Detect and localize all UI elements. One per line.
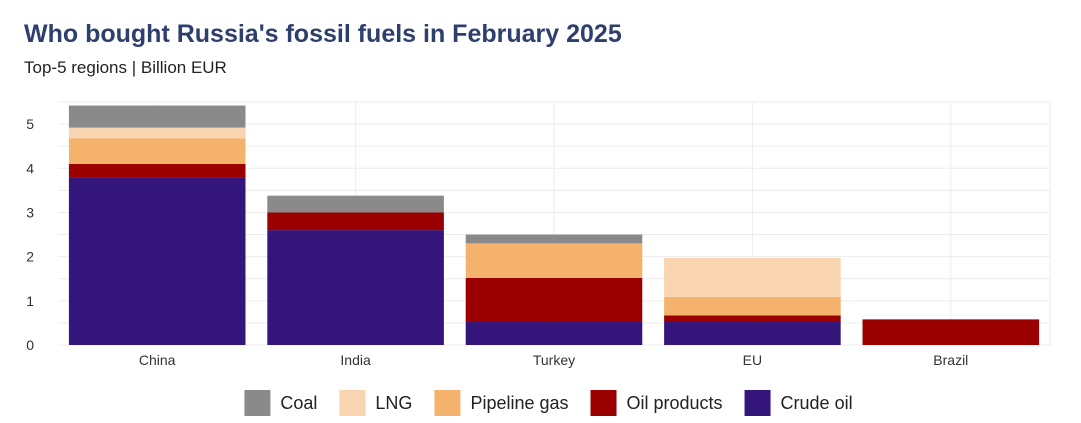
x-tick-label: China [139,352,176,368]
bar-segment-india-crude-oil [267,230,444,345]
legend-swatch-crude-oil [744,390,771,416]
legend-label-oil-products: Oil products [627,393,723,413]
bar-segment-turkey-pipeline-gas [465,243,643,278]
bar-segment-india-oil-products [267,212,444,231]
bar-segment-china-pipeline-gas [68,138,246,164]
y-tick-label: 2 [26,249,34,265]
bars [68,105,1040,345]
y-tick-label: 0 [26,337,34,353]
legend-label-pipeline-gas: Pipeline gas [470,393,568,413]
bar-segment-china-oil-products [68,163,246,178]
legend-swatch-lng [339,390,366,416]
x-tick-label: India [340,352,371,368]
bar-segment-eu-pipeline-gas [664,296,841,316]
y-tick-label: 4 [26,160,34,176]
bar-segment-brazil-oil-products [862,319,1040,345]
legend-swatch-coal [244,390,271,416]
bar-segment-eu-oil-products [664,315,841,323]
y-tick-label: 5 [26,116,34,132]
x-tick-label: Turkey [533,352,575,368]
bar-segment-turkey-oil-products [465,277,643,323]
y-axis-ticks: 0 1 2 3 4 5 [26,116,34,353]
legend: Coal LNG Pipeline gas Oil products Crude oil [244,390,853,416]
legend-label-coal: Coal [280,393,317,413]
x-tick-label: Brazil [933,352,968,368]
bar-segment-eu-crude-oil [664,322,841,345]
legend-label-lng: LNG [375,393,412,413]
bar-segment-india-coal [267,195,444,213]
x-tick-label: EU [743,352,762,368]
bar-segment-eu-lng [664,257,841,297]
bar-segment-turkey-crude-oil [465,322,643,345]
legend-swatch-oil-products [590,390,617,416]
legend-swatch-pipeline-gas [434,390,461,416]
legend-label-crude-oil: Crude oil [781,393,853,413]
y-tick-label: 1 [26,293,34,309]
bar-segment-turkey-coal [465,234,643,244]
chart-title: Who bought Russia's fossil fuels in Febr… [24,20,622,48]
bar-segment-china-coal [68,105,246,128]
bar-segment-china-crude-oil [68,177,246,345]
bar-segment-china-lng [68,127,246,139]
y-tick-label: 3 [26,204,34,220]
x-axis-ticks: China India Turkey EU Brazil [139,352,968,368]
chart-subtitle: Top-5 regions | Billion EUR [24,58,227,77]
